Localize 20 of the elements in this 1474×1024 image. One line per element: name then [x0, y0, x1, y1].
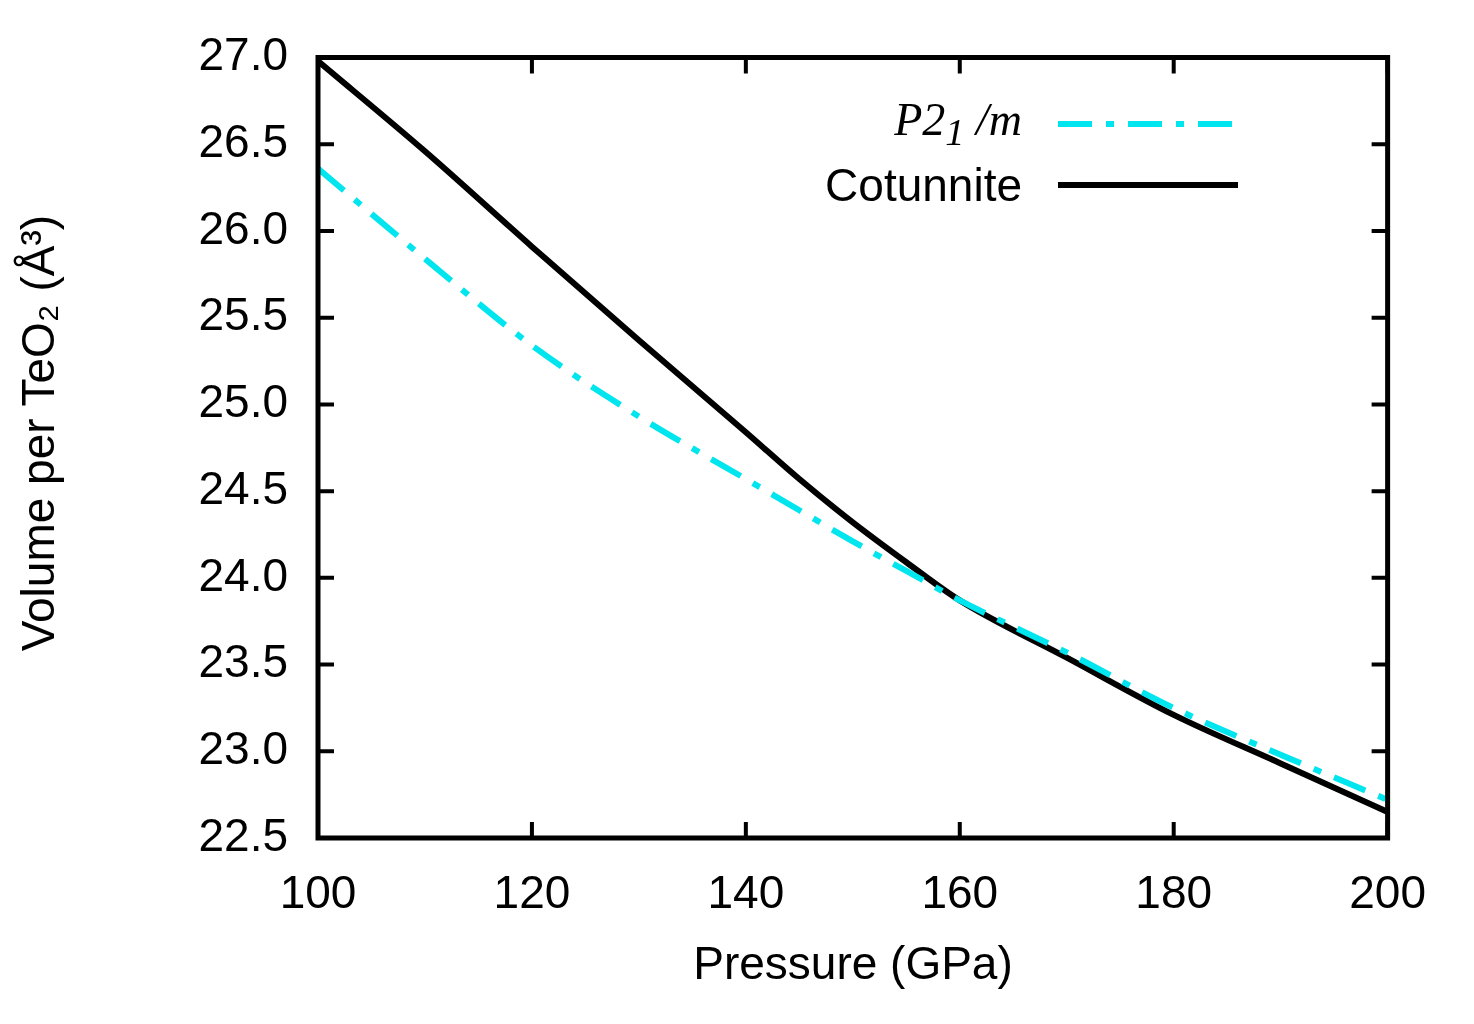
y-tick-label: 24.0 — [198, 548, 288, 601]
x-tick-label: 140 — [707, 866, 785, 919]
x-tick-label: 160 — [921, 866, 999, 919]
y-tick-label: 25.5 — [198, 288, 288, 341]
legend-label: Cotunnite — [825, 158, 1022, 213]
y-tick-label: 23.5 — [198, 635, 288, 688]
y-tick-label: 24.5 — [198, 461, 288, 514]
legend-label: P2$_{1}$ /m — [894, 93, 1022, 155]
y-tick-label: 27.0 — [198, 28, 288, 81]
x-axis-title: Pressure (GPa) — [692, 936, 1014, 990]
x-tick-label: 180 — [1135, 866, 1213, 919]
x-tick-label: 100 — [279, 866, 357, 919]
x-tick-label: 120 — [493, 866, 571, 919]
y-tick-label: 23.0 — [198, 721, 288, 774]
x-tick-label: 200 — [1349, 866, 1426, 919]
y-tick-label: 25.0 — [198, 375, 288, 428]
y-tick-label: 26.0 — [198, 201, 288, 254]
y-axis-title: Volume per TeO₂ (Å³) — [11, 214, 65, 652]
y-tick-label: 22.5 — [198, 808, 288, 861]
y-tick-label: 26.5 — [198, 115, 288, 167]
